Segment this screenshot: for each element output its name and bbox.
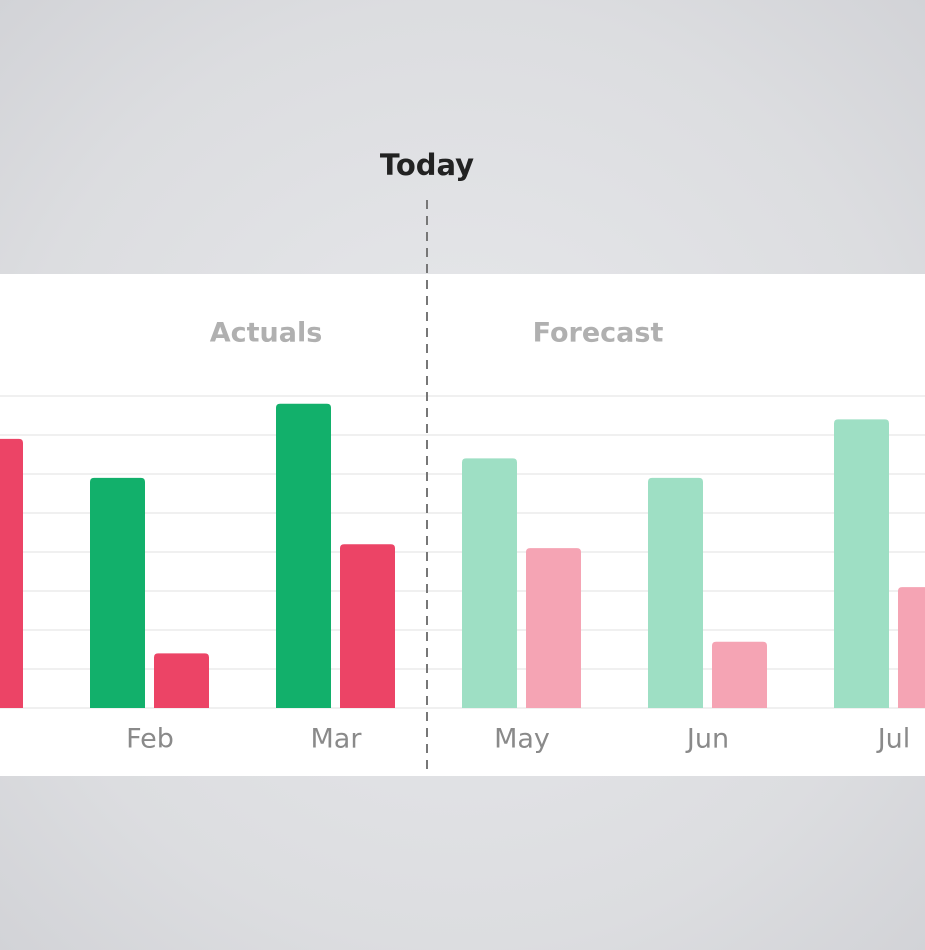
- section-label: Actuals: [210, 318, 323, 349]
- bar: [90, 477, 145, 708]
- bar: [276, 403, 331, 708]
- section-label: Forecast: [533, 318, 664, 349]
- bar: [712, 641, 767, 708]
- bar: [526, 548, 581, 708]
- bar: [154, 653, 209, 708]
- x-tick-label: Jun: [685, 724, 729, 755]
- x-tick-label: Feb: [126, 724, 174, 755]
- x-tick-label: May: [494, 724, 550, 755]
- bar: [898, 587, 925, 708]
- bar: [340, 544, 395, 708]
- x-tick-label: Jul: [876, 724, 911, 755]
- bar: [648, 477, 703, 708]
- today-label: Today: [380, 148, 474, 182]
- bar: [834, 419, 889, 708]
- bar: [462, 458, 517, 708]
- x-tick-label: Mar: [311, 724, 363, 755]
- bar: [0, 438, 23, 708]
